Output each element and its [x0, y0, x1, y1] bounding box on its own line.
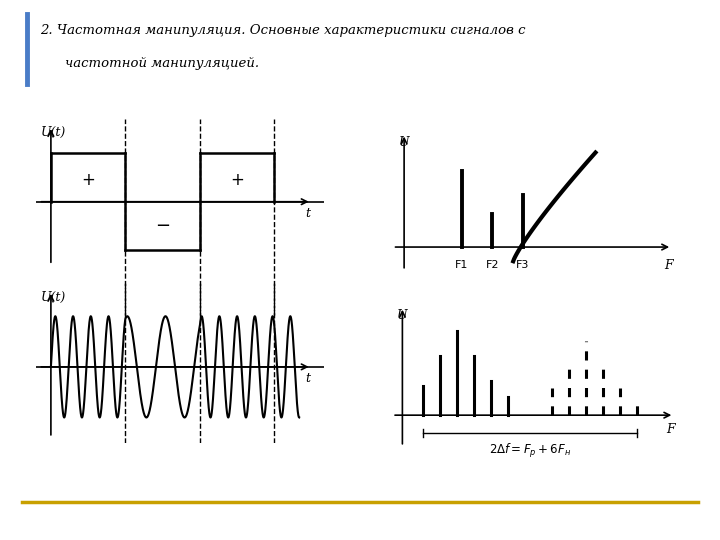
Text: t: t: [305, 207, 310, 220]
Text: 2. Частотная манипуляция. Основные характеристики сигналов с: 2. Частотная манипуляция. Основные харак…: [40, 24, 525, 37]
Text: F2: F2: [485, 260, 499, 271]
Text: −: −: [155, 217, 170, 235]
Text: F3: F3: [516, 260, 529, 271]
Text: F: F: [664, 259, 672, 272]
Text: U(t): U(t): [41, 126, 66, 139]
Text: U: U: [398, 136, 409, 148]
Text: +: +: [81, 171, 95, 189]
Text: $2\Delta f = F_p + 6F_н$: $2\Delta f = F_p + 6F_н$: [489, 442, 571, 460]
Text: +: +: [230, 171, 244, 189]
Text: U: U: [397, 309, 408, 322]
Text: t: t: [305, 372, 310, 385]
Text: U(t): U(t): [41, 291, 66, 304]
Text: F1: F1: [455, 260, 468, 271]
Text: частотной манипуляцией.: частотной манипуляцией.: [65, 57, 259, 70]
Text: F: F: [667, 423, 675, 436]
